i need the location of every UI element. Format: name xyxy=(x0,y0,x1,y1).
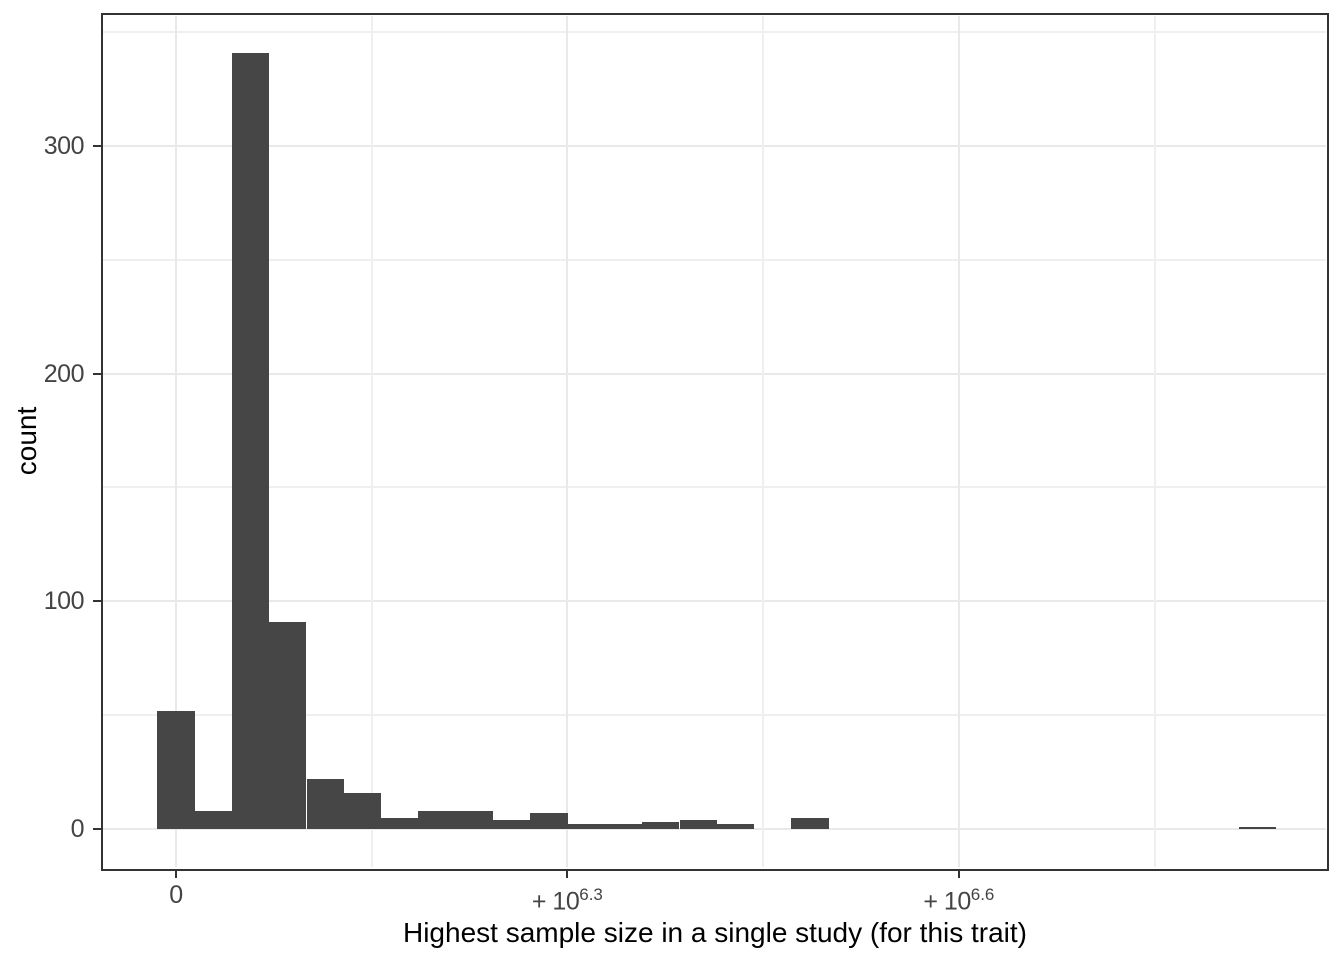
histogram-bar xyxy=(381,817,419,829)
y-tick-mark xyxy=(93,372,101,375)
y-gridline-major xyxy=(103,144,1326,147)
y-tick-label: 0 xyxy=(70,815,85,843)
histogram-bar xyxy=(642,822,680,829)
x-gridline-minor xyxy=(762,16,765,867)
histogram-bar xyxy=(567,824,605,829)
histogram-bar xyxy=(306,778,344,829)
histogram-bar xyxy=(791,817,829,829)
histogram-bar xyxy=(716,824,755,829)
x-tick-label: 0 xyxy=(76,882,276,908)
histogram-bar xyxy=(418,810,456,829)
x-axis-title: Highest sample size in a single study (f… xyxy=(402,917,1028,948)
y-tick-mark xyxy=(93,144,101,147)
x-tick-label: + 106.3 xyxy=(467,882,667,914)
histogram-bar xyxy=(455,810,493,829)
y-axis-title: count xyxy=(11,406,42,476)
x-tick-mark xyxy=(566,870,569,878)
x-gridline-major xyxy=(174,16,177,867)
x-tick-label-text: 0 xyxy=(169,881,183,909)
x-tick-label-exponent: 6.6 xyxy=(970,885,995,904)
x-tick-label-exponent: 6.3 xyxy=(579,885,603,904)
y-gridline-minor xyxy=(103,258,1326,261)
y-tick-label: 100 xyxy=(43,587,85,616)
x-tick-mark xyxy=(957,870,960,878)
histogram-bar xyxy=(493,819,531,829)
x-tick-label-text: + 10 xyxy=(531,887,580,916)
x-tick-label-text: + 10 xyxy=(923,887,971,916)
histogram-bar xyxy=(269,621,307,829)
x-gridline-minor xyxy=(370,16,373,867)
histogram-bar xyxy=(604,824,643,829)
x-gridline-major xyxy=(566,16,569,867)
histogram-bar xyxy=(157,710,195,829)
histogram-bar xyxy=(343,792,382,829)
x-gridline-minor xyxy=(1153,16,1156,867)
y-gridline-major xyxy=(103,372,1326,375)
y-gridline-major xyxy=(103,828,1326,830)
x-tick-mark xyxy=(174,870,177,878)
x-tick-label: + 106.6 xyxy=(859,882,1059,914)
y-gridline-minor xyxy=(103,714,1326,717)
y-tick-mark xyxy=(93,600,101,603)
y-tick-label: 300 xyxy=(43,131,85,160)
x-gridline-major xyxy=(957,16,960,867)
y-gridline-minor xyxy=(103,31,1326,34)
y-tick-mark xyxy=(93,828,101,830)
y-gridline-minor xyxy=(103,486,1326,489)
y-gridline-major xyxy=(103,600,1326,603)
histogram-bar xyxy=(1239,826,1277,829)
histogram-bar xyxy=(231,52,270,829)
y-tick-label: 200 xyxy=(43,359,85,388)
histogram-bar xyxy=(530,813,568,829)
histogram-bar xyxy=(679,819,717,829)
histogram-bar xyxy=(194,810,232,829)
